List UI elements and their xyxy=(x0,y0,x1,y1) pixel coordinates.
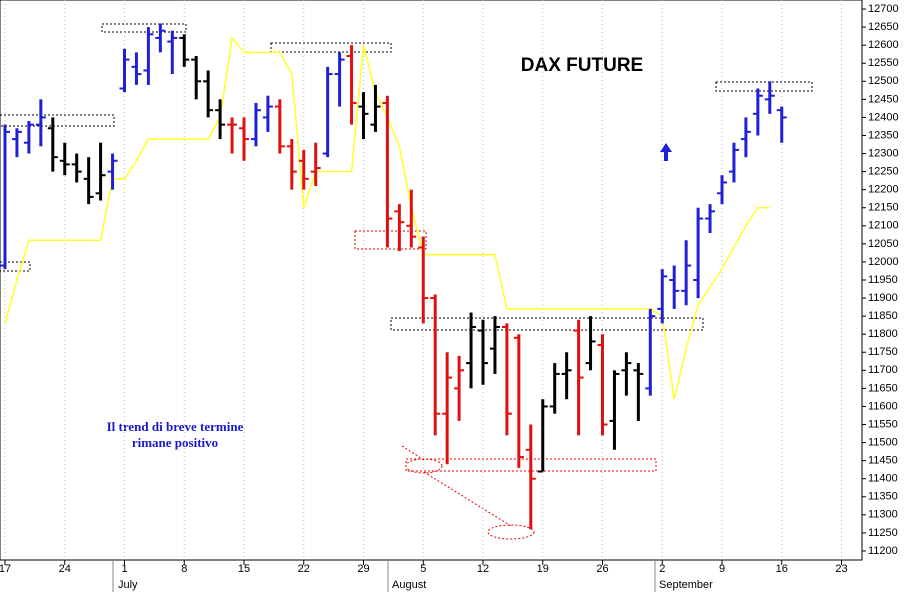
connector xyxy=(401,445,425,461)
x-tick-label: 26 xyxy=(596,563,608,575)
y-tick-label: 12250 xyxy=(868,166,899,178)
level-box xyxy=(0,114,115,127)
y-tick-label: 12400 xyxy=(868,111,899,123)
y-tick-label: 11500 xyxy=(868,436,898,448)
annotation: Il trend di breve termine xyxy=(107,419,244,434)
x-tick-label: 29 xyxy=(357,563,369,575)
y-tick-label: 12650 xyxy=(868,21,899,33)
y-tick-label: 12350 xyxy=(868,129,899,141)
y-tick-label: 12450 xyxy=(868,93,899,105)
y-tick-label: 11900 xyxy=(868,292,898,304)
x-tick-label: 23 xyxy=(835,563,847,575)
y-tick-label: 11650 xyxy=(868,382,898,394)
level-ellipse xyxy=(405,458,443,474)
annotation: rimane positivo xyxy=(132,435,218,450)
month-label: September xyxy=(659,579,713,591)
y-tick-label: 11950 xyxy=(868,274,898,286)
level-boxes xyxy=(0,23,813,540)
y-tick-label: 11800 xyxy=(868,328,898,340)
y-tick-label: 11700 xyxy=(868,364,898,376)
y-tick-label: 12700 xyxy=(868,3,899,15)
chart-title: DAX FUTURE xyxy=(521,55,643,76)
arrow-up xyxy=(660,143,672,161)
level-ellipse xyxy=(487,524,535,540)
x-tick-label: 17 xyxy=(0,563,11,575)
y-tick-label: 11400 xyxy=(868,473,898,485)
month-label: July xyxy=(118,579,138,591)
level-box xyxy=(0,261,31,272)
month-label: August xyxy=(392,579,426,591)
x-tick-label: 22 xyxy=(298,563,310,575)
y-tick-label: 12200 xyxy=(868,184,899,196)
level-box xyxy=(715,81,813,92)
y-tick-label: 12150 xyxy=(868,202,899,214)
level-box xyxy=(101,23,187,33)
y-tick-label: 12100 xyxy=(868,220,899,232)
y-tick-label: 11550 xyxy=(868,418,898,430)
level-box xyxy=(354,230,427,250)
x-tick-label: 19 xyxy=(537,563,549,575)
x-tick-label: 2 xyxy=(659,563,665,575)
x-tick-label: 8 xyxy=(181,563,187,575)
y-tick-label: 12300 xyxy=(868,147,899,159)
x-tick-label: 5 xyxy=(420,563,426,575)
x-tick-label: 16 xyxy=(776,563,788,575)
y-tick-label: 12000 xyxy=(868,256,899,268)
y-tick-label: 11850 xyxy=(868,310,898,322)
x-tick-label: 12 xyxy=(477,563,489,575)
x-tick-label: 1 xyxy=(121,563,127,575)
level-box xyxy=(390,317,704,331)
y-tick-label: 12550 xyxy=(868,57,899,69)
y-tick-label: 11300 xyxy=(868,509,898,521)
plot-frame xyxy=(0,0,863,561)
y-tick-label: 11600 xyxy=(868,400,898,412)
y-tick-label: 11750 xyxy=(868,346,898,358)
level-box xyxy=(270,42,392,53)
x-tick-label: 9 xyxy=(719,563,725,575)
y-tick-label: 11250 xyxy=(868,527,898,539)
x-tick-label: 15 xyxy=(238,563,250,575)
connector xyxy=(423,471,512,527)
x-tick-label: 24 xyxy=(59,563,71,575)
y-tick-label: 11450 xyxy=(868,455,898,467)
y-tick-label: 12050 xyxy=(868,238,899,250)
y-tick-label: 12500 xyxy=(868,75,899,87)
y-tick-label: 11350 xyxy=(868,491,898,503)
y-tick-label: 12600 xyxy=(868,39,899,51)
y-tick-label: 11200 xyxy=(868,545,898,557)
